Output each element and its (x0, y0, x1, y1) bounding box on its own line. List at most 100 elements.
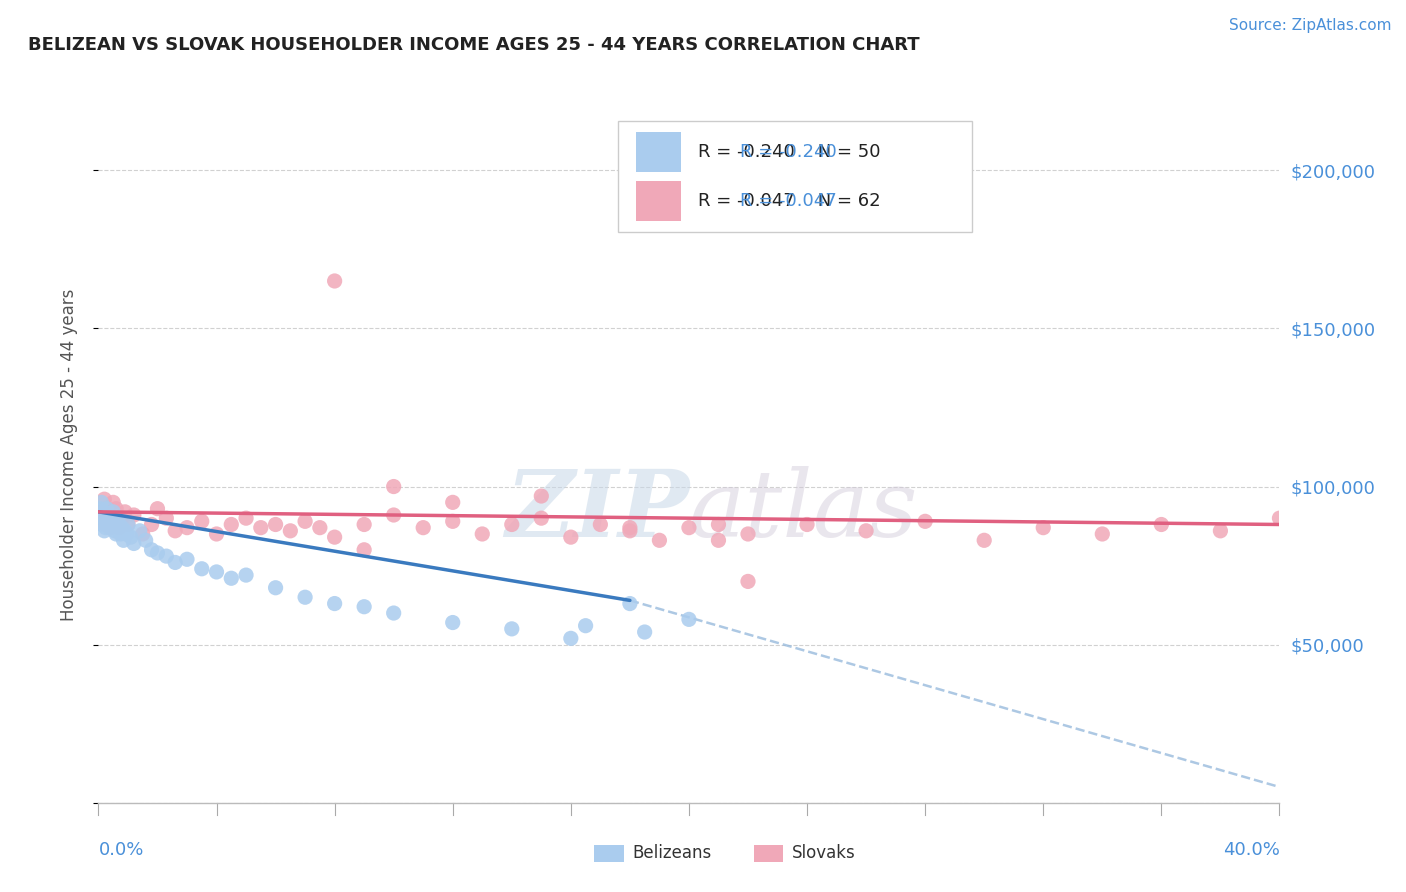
Point (560, 632, 582, 646)
Point (221, 571, 243, 585)
Point (574, 618, 596, 632)
Point (165, 556, 187, 570)
Point (112, 533, 135, 548)
Point (91, 517, 114, 532)
Point (191, 562, 214, 576)
Point (104, 514, 127, 528)
Point (264, 517, 287, 532)
Point (589, 517, 612, 532)
Point (205, 565, 228, 579)
Point (108, 517, 131, 532)
Point (707, 533, 730, 548)
Point (191, 514, 214, 528)
Point (128, 524, 150, 538)
Point (96, 501, 118, 516)
Point (98, 521, 121, 535)
Point (441, 514, 464, 528)
Point (560, 530, 582, 544)
Point (93, 524, 115, 538)
Point (96, 501, 118, 516)
Text: 0.0%: 0.0% (98, 841, 143, 859)
FancyBboxPatch shape (619, 121, 973, 232)
Point (855, 524, 877, 538)
Point (250, 521, 273, 535)
Point (176, 521, 198, 535)
Text: 40.0%: 40.0% (1223, 841, 1279, 859)
Point (122, 508, 145, 522)
Point (93, 492, 115, 507)
Point (94, 521, 117, 535)
Point (97, 508, 120, 522)
Point (111, 521, 134, 535)
Text: R = -0.047    N = 62: R = -0.047 N = 62 (699, 192, 882, 211)
Point (323, 274, 346, 288)
Point (165, 524, 187, 538)
Point (221, 517, 243, 532)
Point (205, 527, 228, 541)
Point (105, 527, 128, 541)
Point (122, 536, 145, 550)
Point (737, 527, 759, 541)
Text: R = -0.240    N = 50: R = -0.240 N = 50 (699, 143, 882, 161)
Point (619, 524, 641, 538)
Point (323, 597, 346, 611)
Point (309, 521, 332, 535)
Point (146, 546, 169, 560)
Point (471, 527, 494, 541)
Point (90, 495, 112, 509)
Point (120, 530, 142, 544)
Point (678, 612, 700, 626)
Point (633, 625, 655, 640)
Point (155, 549, 177, 563)
Bar (636, 132, 681, 172)
Point (90, 508, 112, 522)
Point (94, 514, 117, 528)
Text: Belizeans: Belizeans (633, 844, 711, 862)
Point (91, 511, 114, 525)
Point (412, 521, 434, 535)
Point (1032, 521, 1054, 535)
Text: Slovaks: Slovaks (792, 844, 855, 862)
Point (530, 489, 553, 503)
Point (111, 511, 134, 525)
Point (114, 524, 136, 538)
Point (619, 597, 641, 611)
Point (278, 524, 302, 538)
Point (90, 505, 112, 519)
Point (141, 517, 163, 532)
Point (141, 542, 163, 557)
Y-axis label: Householder Income Ages 25 - 44 years: Householder Income Ages 25 - 44 years (59, 289, 77, 621)
Point (146, 501, 169, 516)
Point (678, 521, 700, 535)
Point (1268, 511, 1291, 525)
Point (1209, 524, 1232, 538)
Point (353, 517, 375, 532)
Point (235, 511, 257, 525)
Point (176, 552, 198, 566)
Text: atlas: atlas (689, 466, 918, 556)
Point (114, 505, 136, 519)
Point (294, 591, 316, 605)
Point (1091, 527, 1114, 541)
Text: Source: ZipAtlas.com: Source: ZipAtlas.com (1229, 18, 1392, 33)
Point (117, 517, 139, 532)
Point (93, 505, 115, 519)
Point (501, 622, 523, 636)
Point (117, 517, 139, 532)
Point (110, 527, 132, 541)
Point (96, 508, 118, 522)
Point (97, 517, 120, 532)
Point (100, 511, 122, 525)
Point (107, 514, 129, 528)
Point (382, 479, 405, 493)
Bar (754, 845, 783, 862)
Bar (595, 845, 624, 862)
Point (94, 517, 117, 532)
Point (441, 495, 464, 509)
Point (135, 533, 157, 548)
Point (294, 514, 316, 528)
Point (973, 533, 995, 548)
Point (103, 495, 125, 509)
Point (132, 527, 155, 541)
Point (104, 524, 127, 538)
